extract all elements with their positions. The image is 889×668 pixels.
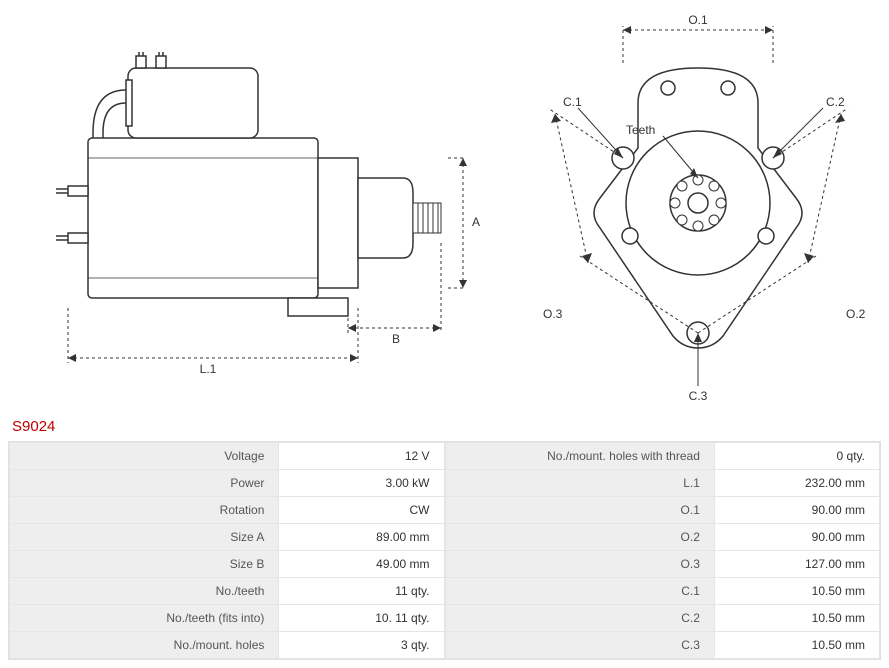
spec-value: 49.00 mm — [279, 551, 444, 578]
table-row: C.310.50 mm — [445, 632, 880, 659]
table-row: O.190.00 mm — [445, 497, 880, 524]
spec-label: O.2 — [445, 524, 714, 551]
label-C3: C.3 — [689, 389, 708, 403]
label-C2: C.2 — [826, 95, 845, 109]
label-C1: C.1 — [563, 95, 582, 109]
table-row: Size A89.00 mm — [10, 524, 445, 551]
spec-value: 89.00 mm — [279, 524, 444, 551]
spec-label: C.1 — [445, 578, 714, 605]
part-number: S9024 — [12, 418, 881, 435]
spec-value: 127.00 mm — [714, 551, 879, 578]
spec-value: 10.50 mm — [714, 605, 879, 632]
label-teeth: Teeth — [626, 123, 655, 137]
table-row: No./teeth11 qty. — [10, 578, 445, 605]
spec-label: O.1 — [445, 497, 714, 524]
spec-label: No./mount. holes — [10, 632, 279, 659]
spec-value: 90.00 mm — [714, 497, 879, 524]
spec-label: No./teeth — [10, 578, 279, 605]
table-row: Voltage12 V — [10, 443, 445, 470]
table-row: No./teeth (fits into)10. 11 qty. — [10, 605, 445, 632]
spec-value: 10.50 mm — [714, 578, 879, 605]
table-row: C.110.50 mm — [445, 578, 880, 605]
table-row: No./mount. holes with thread0 qty. — [445, 443, 880, 470]
spec-label: Power — [10, 470, 279, 497]
spec-label: Size A — [10, 524, 279, 551]
diagrams-area: L.1 B A — [8, 8, 881, 408]
table-row: No./mount. holes3 qty. — [10, 632, 445, 659]
label-L1: L.1 — [200, 362, 217, 376]
spec-label: L.1 — [445, 470, 714, 497]
spec-value: 232.00 mm — [714, 470, 879, 497]
spec-value: 11 qty. — [279, 578, 444, 605]
front-view-diagram: O.1 O.2 O.3 — [508, 8, 888, 408]
label-O2: O.2 — [846, 307, 866, 321]
side-view-diagram: L.1 B A — [8, 8, 488, 388]
spec-value: 10. 11 qty. — [279, 605, 444, 632]
spec-value: CW — [279, 497, 444, 524]
table-row: O.3127.00 mm — [445, 551, 880, 578]
spec-label: No./teeth (fits into) — [10, 605, 279, 632]
spec-label: Rotation — [10, 497, 279, 524]
spec-table-right: No./mount. holes with thread0 qty.L.1232… — [445, 442, 881, 659]
table-row: Size B49.00 mm — [10, 551, 445, 578]
table-row: O.290.00 mm — [445, 524, 880, 551]
table-row: RotationCW — [10, 497, 445, 524]
spec-value: 3.00 kW — [279, 470, 444, 497]
table-row: Power3.00 kW — [10, 470, 445, 497]
table-row: C.210.50 mm — [445, 605, 880, 632]
spec-label: No./mount. holes with thread — [445, 443, 714, 470]
spec-label: O.3 — [445, 551, 714, 578]
spec-label: C.2 — [445, 605, 714, 632]
label-A: A — [472, 215, 480, 229]
spec-value: 12 V — [279, 443, 444, 470]
label-O3: O.3 — [543, 307, 563, 321]
label-O1: O.1 — [688, 13, 708, 27]
spec-value: 10.50 mm — [714, 632, 879, 659]
spec-label: Voltage — [10, 443, 279, 470]
table-row: L.1232.00 mm — [445, 470, 880, 497]
spec-value: 3 qty. — [279, 632, 444, 659]
label-B: B — [392, 332, 400, 346]
spec-table-left: Voltage12 VPower3.00 kWRotationCWSize A8… — [9, 442, 445, 659]
spec-tables: Voltage12 VPower3.00 kWRotationCWSize A8… — [8, 441, 881, 660]
spec-value: 90.00 mm — [714, 524, 879, 551]
spec-value: 0 qty. — [714, 443, 879, 470]
spec-label: C.3 — [445, 632, 714, 659]
spec-label: Size B — [10, 551, 279, 578]
